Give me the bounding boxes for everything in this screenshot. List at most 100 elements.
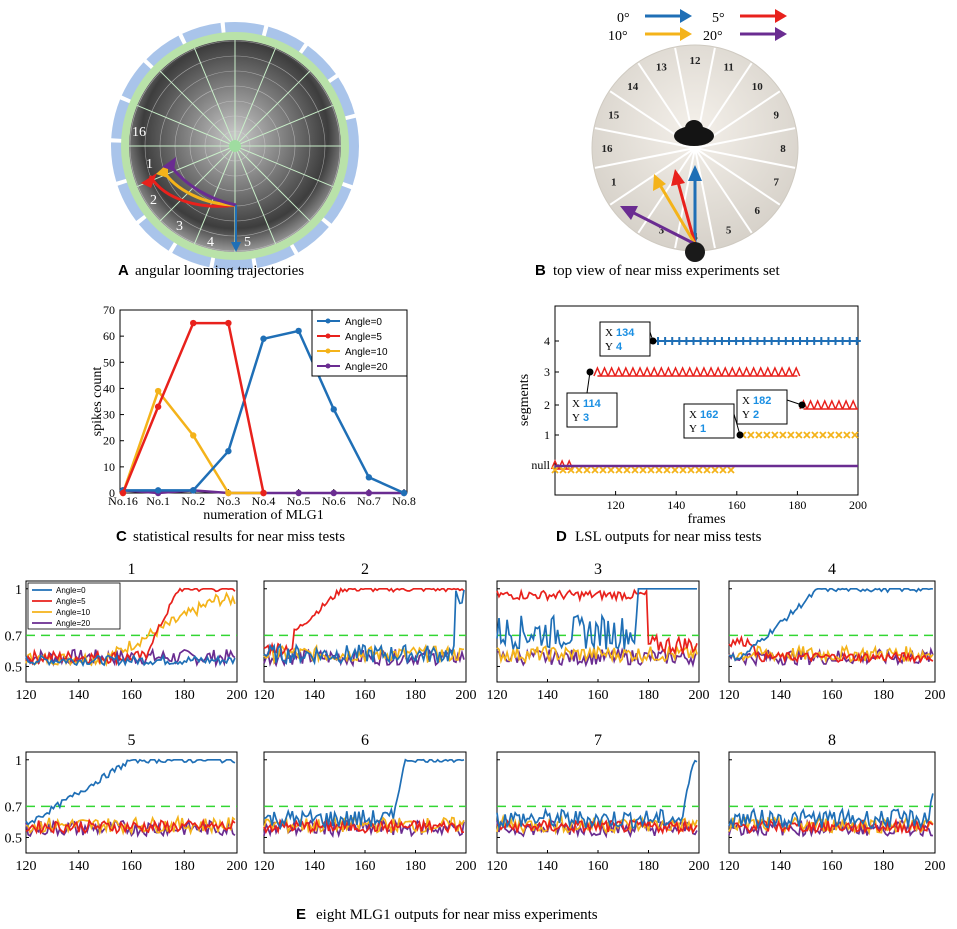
d-marker-triangle [784,366,794,377]
e-series-line [728,587,933,662]
a-segment-numbers: 16 1 2 3 4 5 [132,125,251,250]
a-outer-ring [111,22,359,270]
e-xtick-label: 120 [16,688,37,703]
b-segment-number: 6 [754,205,760,217]
e-xtick-label: 120 [719,688,740,703]
b-segment-number: 14 [627,81,639,93]
d-marker-triangle [600,366,609,377]
d-ytick-label: 3 [544,365,550,379]
c-caption: statistical results for near miss tests [133,529,345,545]
c-ytick-label: 0 [109,486,115,500]
d-marker-x [787,431,795,439]
a-letter: A [118,262,129,279]
e-series-line [25,653,236,668]
d-marker-x [655,466,663,474]
e-subplot-title: 3 [594,561,602,578]
d-ytick-label: 2 [544,398,550,412]
b-spoke [674,147,696,249]
e-ytick-label: 0.5 [5,660,23,675]
d-xtick-label: 140 [667,498,685,512]
d-datatip-yvalue: 2 [753,409,759,421]
d-marker-triangle [770,366,780,377]
b-segment-number: 12 [690,55,702,67]
e-subplot-title: 4 [828,561,836,578]
d-marker-x [679,466,687,474]
c-series-point [295,327,302,335]
d-marker-plus [668,337,677,345]
d-marker-x [695,466,703,474]
e-axes-box [728,751,936,854]
a-spoke [234,70,311,147]
a-segment-spokes [129,40,341,252]
e-legend-label: Angle=5 [56,597,86,606]
a-spoke [193,47,236,147]
d-letter: D [556,528,567,545]
d-marker-triangle [593,366,602,377]
d-datatip-ylabel: Y [605,341,613,353]
d-datatip-yvalue: 3 [583,412,589,424]
d-marker-triangle [777,366,787,377]
d-marker-plus [831,337,840,345]
e-subplot-title: 2 [361,561,369,578]
c-xtick-label: No.8 [392,494,416,508]
a-ring-inner [121,32,349,260]
b-spoke [694,127,796,149]
e-xtick-label: 200 [689,688,710,703]
d-ytick-label: null [531,458,550,472]
c-series-point [154,403,162,410]
d-marker-triangle [820,399,829,410]
c-legend-marker [325,333,331,339]
d-datatip-xvalue: 114 [583,398,602,410]
b-segment-number: 9 [774,109,780,121]
a-spoke [136,104,236,147]
d-marker-plus [675,337,684,345]
c-series-point [330,489,337,497]
d-datatip-xlabel: X [572,398,580,410]
d-marker-x [575,466,583,474]
e-legend-label: Angle=20 [56,619,91,628]
a-segment-number: 2 [150,193,157,208]
c-series-point [365,489,373,497]
a-trajectory-20 [168,164,237,207]
b-segment-number: 5 [726,224,732,236]
e-xtick-label: 200 [689,859,710,874]
b-caption: top view of near miss experiments set [553,263,780,279]
d-marker-plus [852,337,861,345]
c-series-point [190,432,197,439]
d-marker-plus [696,337,705,345]
d-marker-x [719,466,727,474]
d-marker-triangle [806,399,815,410]
c-ytick-label: 10 [103,460,115,474]
a-spoke [234,145,277,245]
c-legend-label: Angle=20 [345,362,388,373]
d-marker-x [727,466,735,474]
b-segment-number: 7 [774,177,780,189]
b-segment-number: 8 [780,143,786,155]
d-datatip-box [683,403,735,439]
panel-a: 16 1 2 3 4 5 A angular looming trajectories [111,22,359,279]
b-spoke [609,147,696,206]
e-xtick-label: 180 [873,688,894,703]
b-trajectory-10 [658,184,697,245]
e-series-line [25,758,236,826]
d-marker-triangle [848,399,858,410]
d-marker-triangle [685,366,694,377]
c-ytick-label: 30 [103,408,115,422]
a-spoke [234,145,334,188]
a-spoke [193,145,236,245]
d-xtick-label: 120 [607,498,625,512]
d-marker-x [639,466,647,474]
e-xtick-label: 180 [174,859,195,874]
e-series-line [25,587,236,667]
d-marker-x [671,466,679,474]
b-spoke [694,147,781,206]
d-marker-triangle [699,366,709,377]
d-marker-x [711,466,719,474]
e-series-line [25,814,236,836]
d-xtick-label: 200 [849,498,867,512]
d-datatip-xlabel: X [605,327,613,339]
d-marker-triangle [706,366,716,377]
d-datatip-box [566,392,618,428]
d-marker-triangle [650,366,659,377]
